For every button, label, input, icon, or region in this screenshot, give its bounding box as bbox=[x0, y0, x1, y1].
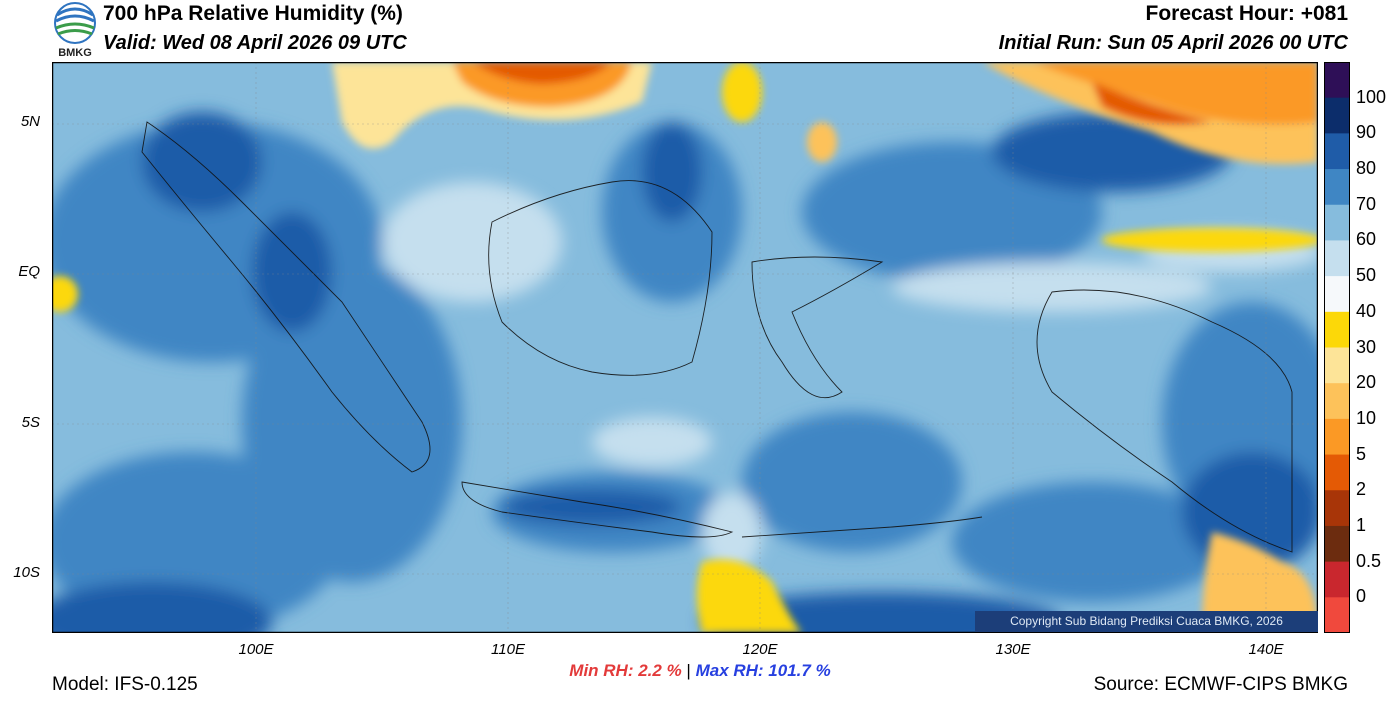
lon-label-140e: 140E bbox=[1248, 641, 1284, 658]
dry-core bbox=[1092, 82, 1212, 125]
colorbar-segment bbox=[1324, 133, 1350, 170]
colorbar-segment bbox=[1324, 97, 1350, 134]
sulawesi-coast bbox=[751, 256, 884, 399]
model-label: Model: IFS-0.125 bbox=[52, 674, 198, 695]
colorbar-label: 10 bbox=[1356, 407, 1377, 428]
lon-label-130e: 130E bbox=[995, 641, 1031, 658]
colorbar-segment bbox=[1324, 347, 1350, 384]
lon-label-100e: 100E bbox=[238, 641, 274, 658]
colorbar-segment bbox=[1324, 561, 1350, 598]
valid-time: Valid: Wed 08 April 2026 09 UTC bbox=[103, 32, 407, 54]
dry-area bbox=[382, 182, 562, 302]
colorbar-label: 5 bbox=[1356, 443, 1367, 464]
dry-region-indian-ocean bbox=[697, 559, 802, 633]
colorbar-label: 40 bbox=[1356, 300, 1377, 321]
colorbar-segment bbox=[1324, 169, 1350, 206]
java-coast bbox=[461, 481, 734, 538]
colorbar-label: 100 bbox=[1356, 86, 1387, 107]
lat-label-5n: 5N bbox=[20, 113, 40, 130]
colorbar-label: 90 bbox=[1356, 122, 1377, 143]
humid-area bbox=[742, 412, 962, 552]
papua-coast bbox=[1036, 289, 1293, 553]
colorbar-label: 20 bbox=[1356, 372, 1377, 393]
dry-area bbox=[892, 262, 1212, 312]
dry-patch bbox=[722, 62, 762, 122]
colorbar-label: 70 bbox=[1356, 193, 1377, 214]
colorbar-segment bbox=[1324, 62, 1350, 99]
humidity-map bbox=[52, 62, 1318, 633]
initial-run: Initial Run: Sun 05 April 2026 00 UTC bbox=[998, 32, 1348, 54]
humid-core bbox=[502, 489, 682, 525]
colorbar bbox=[1324, 62, 1350, 633]
colorbar-segment bbox=[1324, 490, 1350, 527]
humid-area bbox=[952, 482, 1232, 602]
lon-label-120e: 120E bbox=[742, 641, 778, 658]
colorbar-segment bbox=[1324, 204, 1350, 241]
humid-core bbox=[142, 112, 262, 212]
map-title: 700 hPa Relative Humidity (%) bbox=[103, 2, 403, 25]
lat-label-eq: EQ bbox=[18, 263, 40, 280]
dry-core bbox=[1032, 62, 1318, 125]
humid-core bbox=[52, 582, 272, 633]
min-rh: Min RH: 2.2 % bbox=[569, 661, 682, 680]
forecast-hour: Forecast Hour: +081 bbox=[1145, 2, 1349, 25]
dry-band-pacific bbox=[1102, 228, 1318, 252]
coastlines bbox=[141, 121, 1293, 553]
lat-label-10s: 10S bbox=[13, 564, 40, 581]
bmkg-logo: BMKG bbox=[54, 2, 96, 59]
humid-core bbox=[252, 212, 332, 332]
borneo-coast bbox=[488, 180, 713, 376]
colorbar-label: 2 bbox=[1356, 479, 1367, 500]
colorbar-segment bbox=[1324, 418, 1350, 456]
colorbar-label: 1 bbox=[1356, 514, 1367, 535]
source-label: Source: ECMWF-CIPS BMKG bbox=[1093, 674, 1348, 695]
colorbar-segment bbox=[1324, 240, 1350, 277]
rh-stats: Min RH: 2.2 % | Max RH: 101.7 % bbox=[0, 661, 1400, 681]
lat-label-5s: 5S bbox=[21, 414, 40, 431]
colorbar-segment bbox=[1324, 383, 1350, 420]
colorbar-segment bbox=[1324, 597, 1350, 633]
lon-label-110e: 110E bbox=[491, 641, 525, 658]
max-rh: Max RH: 101.7 % bbox=[695, 661, 831, 680]
colorbar-segment bbox=[1324, 311, 1350, 348]
svg-text:BMKG: BMKG bbox=[58, 47, 92, 59]
graticule bbox=[52, 62, 1318, 633]
colorbar-segment bbox=[1324, 525, 1350, 563]
nusa-tenggara-coast bbox=[741, 516, 983, 538]
dry-area bbox=[592, 417, 712, 467]
stats-separator: | bbox=[686, 661, 691, 680]
colorbar-label: 60 bbox=[1356, 229, 1377, 250]
dry-core bbox=[472, 62, 612, 84]
sumatra-coast bbox=[141, 121, 431, 473]
colorbar-label: 50 bbox=[1356, 265, 1377, 286]
colorbar-label: 30 bbox=[1356, 336, 1377, 357]
dry-region-arafura bbox=[1202, 532, 1318, 633]
colorbar-label: 80 bbox=[1356, 158, 1377, 179]
colorbar-segment bbox=[1324, 276, 1350, 313]
colorbar-segment bbox=[1324, 454, 1350, 491]
colorbar-label: 0.5 bbox=[1356, 550, 1382, 571]
copyright-notice: Copyright Sub Bidang Prediksi Cuaca BMKG… bbox=[975, 611, 1318, 632]
dry-patch bbox=[807, 122, 837, 162]
dry-patch bbox=[52, 276, 78, 312]
humid-core bbox=[642, 122, 702, 222]
colorbar-label: 0 bbox=[1356, 586, 1367, 607]
